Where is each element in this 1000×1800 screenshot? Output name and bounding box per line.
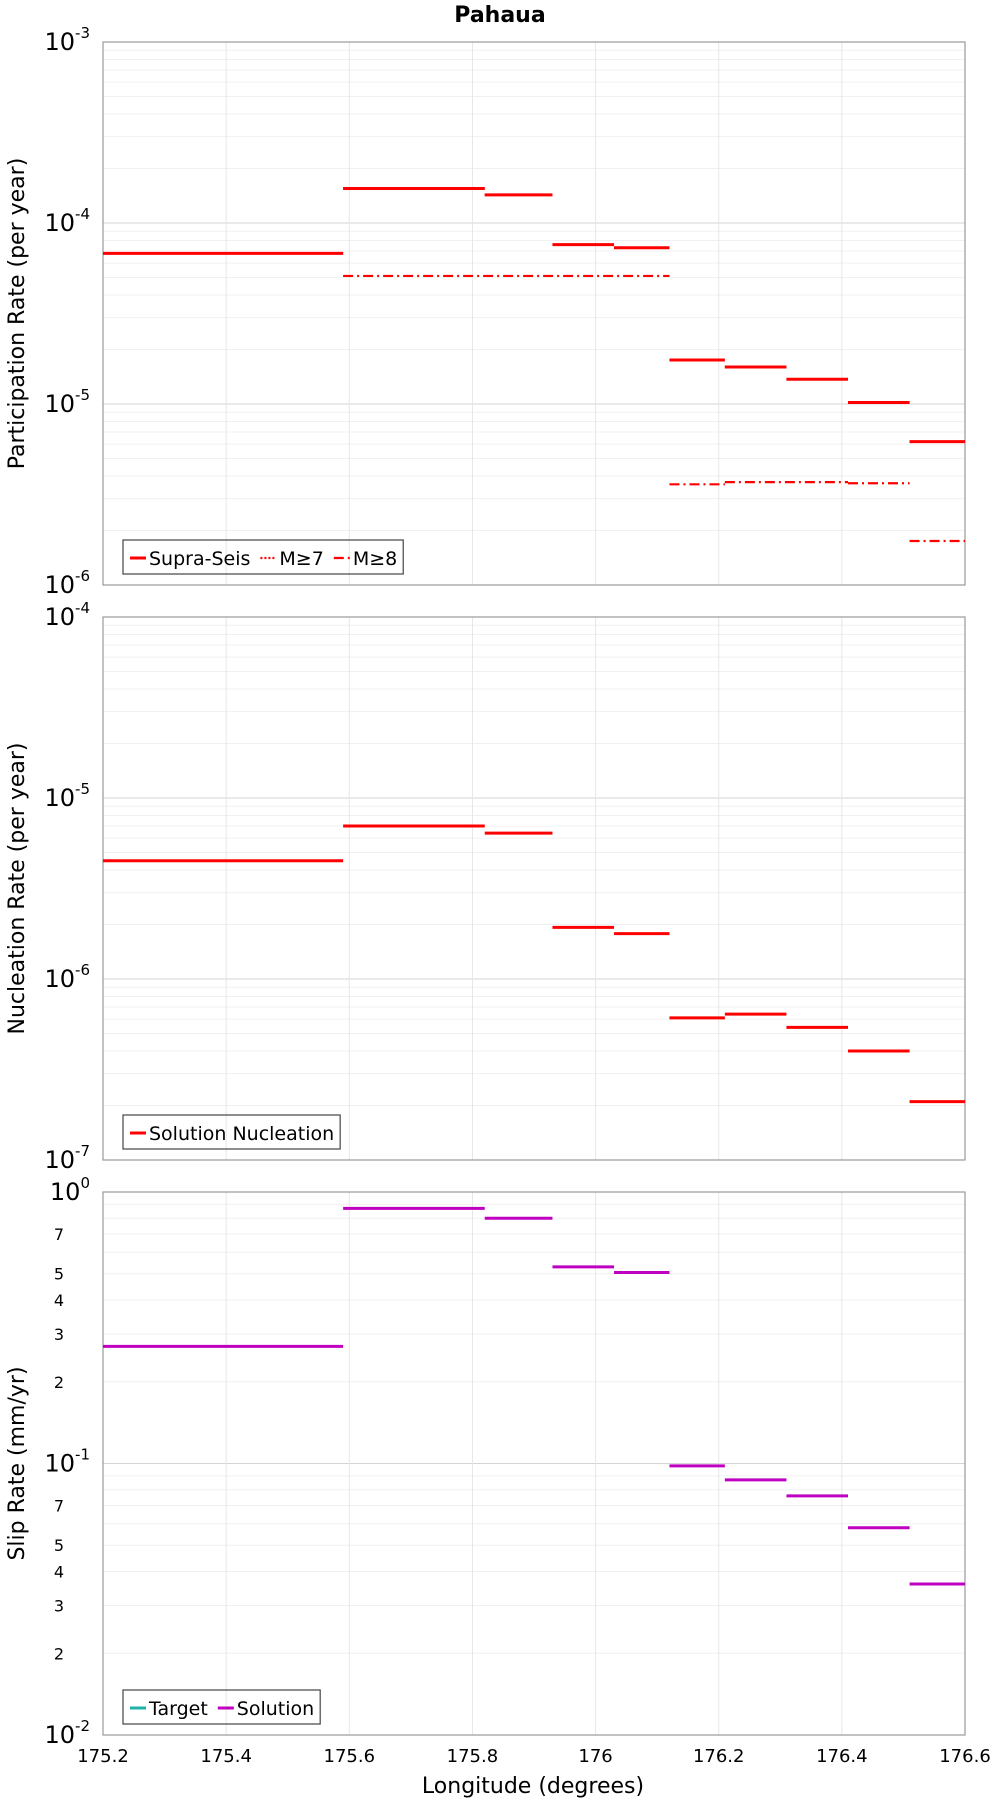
y-minor-tick-label: 4	[54, 1563, 64, 1582]
x-tick-label: 175.8	[447, 1746, 499, 1767]
y-minor-tick-label: 2	[54, 1644, 64, 1663]
y-tick-label: 10-5	[44, 386, 90, 418]
legend-box	[122, 1689, 321, 1725]
y-axis-label: Nucleation Rate (per year)	[5, 743, 30, 1035]
x-tick-label: 175.2	[77, 1746, 129, 1767]
legend-entry: M≥7	[279, 548, 323, 570]
legend-entry: Solution	[237, 1698, 314, 1720]
panels: 10-6 10-5 10-4 10-3 Participation Rate (per …	[5, 24, 991, 1767]
legend-entry: Supra-Seis	[149, 548, 250, 570]
plot-frame	[102, 1191, 966, 1736]
y-tick-label: 100	[50, 1174, 90, 1206]
legend-box	[122, 1114, 341, 1150]
panel-3: 10-2 10-1 100 7 5 4 3 2 7 5 4 3 2 Slip Rate (mm/yr) 17…	[5, 1174, 991, 1767]
y-tick-label: 10-5	[44, 780, 90, 812]
y-tick-label: 10-3	[44, 24, 90, 56]
legend-entry: M≥8	[353, 548, 397, 570]
y-tick-label: 10-7	[44, 1142, 90, 1174]
y-minor-tick-label: 5	[54, 1536, 64, 1555]
y-minor-tick-label: 3	[54, 1325, 64, 1344]
panel-1: 10-6 10-5 10-4 10-3 Participation Rate (per …	[5, 24, 966, 599]
y-tick-label: 10-6	[44, 961, 90, 993]
y-minor-tick-label: 4	[54, 1291, 64, 1310]
legend: Solution Nucleation	[122, 1114, 341, 1150]
plot-frame	[102, 41, 966, 586]
legend-entry: Solution Nucleation	[149, 1123, 334, 1145]
y-tick-label: 10-4	[44, 205, 90, 237]
y-minor-tick-label: 7	[54, 1225, 64, 1244]
y-tick-label: 10-6	[44, 567, 90, 599]
x-tick-label: 175.6	[324, 1746, 376, 1767]
y-tick-label: 10-2	[44, 1717, 90, 1749]
x-tick-label: 176.4	[816, 1746, 868, 1767]
y-minor-tick-label: 5	[54, 1265, 64, 1284]
x-tick-label: 176	[578, 1746, 612, 1767]
plot-frame	[102, 616, 966, 1161]
legend: Supra-Seis M≥7 M≥8	[122, 539, 404, 575]
y-tick-label: 10-4	[44, 599, 90, 631]
y-tick-label: 10-1	[44, 1446, 90, 1478]
y-axis-label: Participation Rate (per year)	[5, 158, 30, 470]
legend-box	[122, 539, 404, 575]
legend: Target Solution	[122, 1689, 321, 1725]
x-tick-label: 176.6	[939, 1746, 991, 1767]
y-minor-tick-label: 3	[54, 1596, 64, 1615]
legend-entry: Target	[148, 1698, 208, 1720]
x-axis-label: Longitude (degrees)	[422, 1774, 644, 1799]
x-tick-label: 175.4	[200, 1746, 252, 1767]
y-axis-label: Slip Rate (mm/yr)	[5, 1366, 30, 1560]
chart-title: Pahaua	[454, 3, 545, 28]
panel-2: 10-7 10-6 10-5 10-4 Nucleation Rate (per yea…	[5, 599, 966, 1174]
y-minor-tick-label: 7	[54, 1497, 64, 1516]
y-minor-tick-label: 2	[54, 1373, 64, 1392]
x-tick-label: 176.2	[693, 1746, 745, 1767]
